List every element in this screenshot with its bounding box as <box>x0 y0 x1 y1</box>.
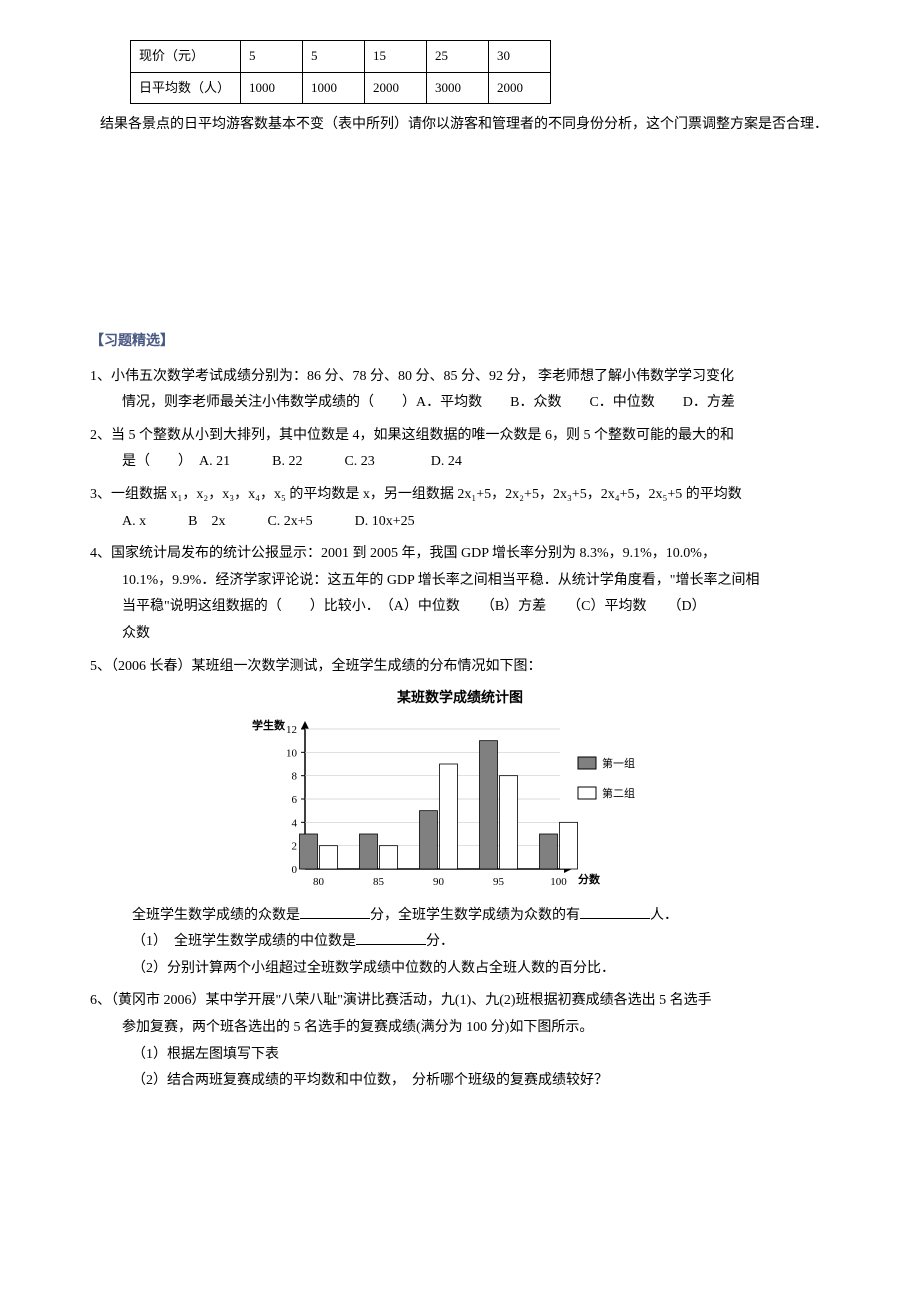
q6-line2: 参加复赛，两个班各选出的 5 名选手的复赛成绩(满分为 100 分)如下图所示。 <box>90 1015 830 1042</box>
blank-field[interactable] <box>300 905 370 919</box>
svg-text:85: 85 <box>373 876 385 888</box>
q1-line2: 情况，则李老师最关注小伟数学成绩的（ ）A．平均数 B．众数 C．中位数 D．方… <box>90 390 830 417</box>
q5-sub1: （1） 全班学生数学成绩的中位数是 分． <box>90 929 830 956</box>
svg-text:6: 6 <box>292 794 298 806</box>
svg-text:2: 2 <box>292 840 298 852</box>
svg-text:4: 4 <box>292 817 298 829</box>
table-row: 现价（元） 5 5 15 25 30 <box>131 41 551 73</box>
q4-line4: 众数 <box>90 621 830 648</box>
blank-field[interactable] <box>356 931 426 945</box>
q1-line1: 1、小伟五次数学考试成绩分别为：86 分、78 分、80 分、85 分、92 分… <box>90 364 830 391</box>
svg-text:第二组: 第二组 <box>602 786 635 800</box>
q5-line1: 5、（2006 长春）某班组一次数学测试，全班学生成绩的分布情况如下图： <box>90 654 830 681</box>
cell: 2000 <box>489 72 551 104</box>
svg-text:80: 80 <box>313 876 325 888</box>
q3-line2: A. x B 2x C. 2x+5 D. 10x+25 <box>90 509 830 536</box>
question-3: 3、一组数据 x₁，x₂，x₃，x₄，x₅ 的平均数是 x，另一组数据 2x₁+… <box>90 482 830 535</box>
q4-line2: 10.1%，9.9%．经济学家评论说：这五年的 GDP 增长率之间相当平稳．从统… <box>90 568 830 595</box>
text: 全班学生数学成绩的众数是 <box>132 908 300 923</box>
svg-text:第一组: 第一组 <box>602 756 635 770</box>
q1-opts: A．平均数 B．众数 C．中位数 D．方差 <box>416 395 735 410</box>
text: 分． <box>426 934 454 949</box>
svg-text:90: 90 <box>433 876 445 888</box>
svg-text:学生数: 学生数 <box>252 718 286 732</box>
text: 人． <box>650 908 678 923</box>
svg-text:0: 0 <box>292 864 298 876</box>
q6-line1: 6、（黄冈市 2006）某中学开展"八荣八耻"演讲比赛活动，九(1)、九(2)班… <box>90 988 830 1015</box>
cell: 5 <box>303 41 365 73</box>
cell: 30 <box>489 41 551 73</box>
question-2: 2、当 5 个整数从小到大排列，其中位数是 4，如果这组数据的唯一众数是 6，则… <box>90 423 830 476</box>
section-title: 【习题精选】 <box>90 329 830 356</box>
svg-text:10: 10 <box>286 747 298 759</box>
chart-container: 学生数 0 2 4 6 8 10 12 80 85 90 95 100 分数 第一组第二组 <box>90 717 830 897</box>
question-5: 5、（2006 长春）某班组一次数学测试，全班学生成绩的分布情况如下图： 某班数… <box>90 654 830 983</box>
cell: 5 <box>241 41 303 73</box>
cell: 1000 <box>241 72 303 104</box>
cell: 3000 <box>427 72 489 104</box>
q2-line2: 是（ ） A. 21 B. 22 C. 23 D. 24 <box>90 449 830 476</box>
svg-text:分数: 分数 <box>578 872 601 886</box>
svg-text:100: 100 <box>550 876 567 888</box>
cell: 25 <box>427 41 489 73</box>
question-4: 4、国家统计局发布的统计公报显示：2001 到 2005 年，我国 GDP 增长… <box>90 541 830 647</box>
question-1: 1、小伟五次数学考试成绩分别为：86 分、78 分、80 分、85 分、92 分… <box>90 364 830 417</box>
text: 分，全班学生数学成绩为众数的有 <box>370 908 580 923</box>
q4-line1: 4、国家统计局发布的统计公报显示：2001 到 2005 年，我国 GDP 增长… <box>90 541 830 568</box>
price-table: 现价（元） 5 5 15 25 30 日平均数（人） 1000 1000 200… <box>130 40 551 104</box>
blank-field[interactable] <box>580 905 650 919</box>
bar-chart: 学生数 0 2 4 6 8 10 12 80 85 90 95 100 分数 第一组第二组 <box>250 717 670 897</box>
row-header: 日平均数（人） <box>131 72 241 104</box>
question-6: 6、（黄冈市 2006）某中学开展"八荣八耻"演讲比赛活动，九(1)、九(2)班… <box>90 988 830 1094</box>
q4-line3: 当平稳"说明这组数据的（ ）比较小． （A）中位数 （B）方差 （C）平均数 （… <box>90 594 830 621</box>
q6-sub1: （1）根据左图填写下表 <box>90 1042 830 1069</box>
intro-paragraph: 结果各景点的日平均游客数基本不变（表中所列）请你以游客和管理者的不同身份分析，这… <box>100 112 830 139</box>
svg-text:8: 8 <box>292 770 298 782</box>
row-header: 现价（元） <box>131 41 241 73</box>
svg-text:12: 12 <box>286 724 297 736</box>
text: （1） 全班学生数学成绩的中位数是 <box>132 934 356 949</box>
q5-after1: 全班学生数学成绩的众数是 分，全班学生数学成绩为众数的有 人． <box>90 903 830 930</box>
q3-line1: 3、一组数据 x₁，x₂，x₃，x₄，x₅ 的平均数是 x，另一组数据 2x₁+… <box>90 482 830 509</box>
q6-sub2: （2）结合两班复赛成绩的平均数和中位数， 分析哪个班级的复赛成绩较好？ <box>90 1068 830 1095</box>
cell: 2000 <box>365 72 427 104</box>
cell: 15 <box>365 41 427 73</box>
q5-sub2: （2）分别计算两个小组超过全班数学成绩中位数的人数占全班人数的百分比． <box>90 956 830 983</box>
svg-text:95: 95 <box>493 876 505 888</box>
table-row: 日平均数（人） 1000 1000 2000 3000 2000 <box>131 72 551 104</box>
chart-title: 某班数学成绩统计图 <box>90 686 830 713</box>
q1-prefix: 情况，则李老师最关注小伟数学成绩的（ ） <box>122 395 416 410</box>
q2-line1: 2、当 5 个整数从小到大排列，其中位数是 4，如果这组数据的唯一众数是 6，则… <box>90 423 830 450</box>
cell: 1000 <box>303 72 365 104</box>
